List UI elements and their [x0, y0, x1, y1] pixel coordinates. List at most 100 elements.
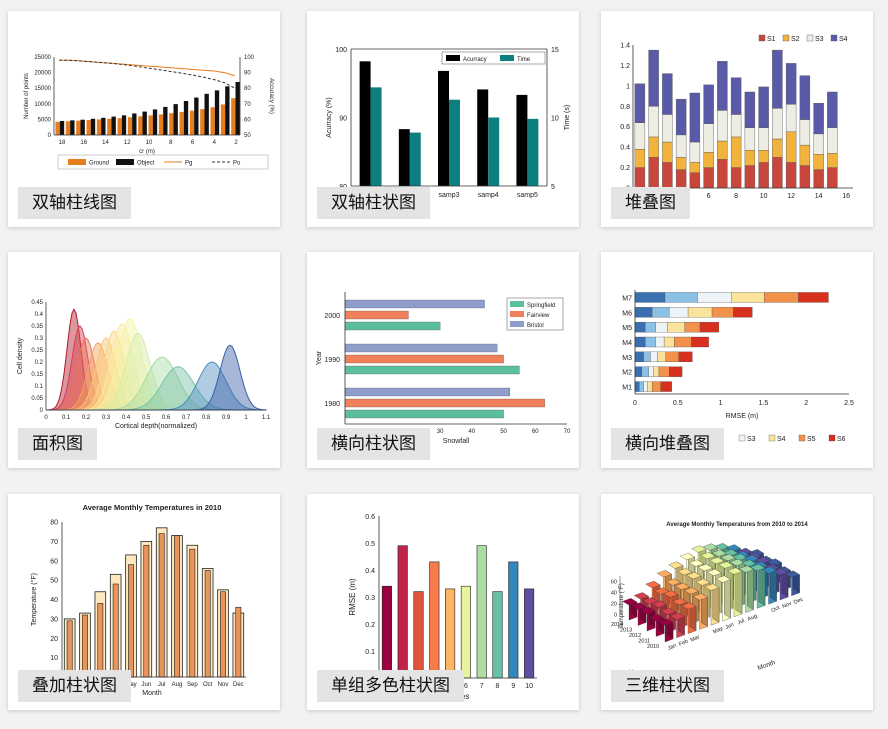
bar-inner: [97, 603, 104, 678]
x-tick: 8: [169, 140, 173, 146]
bar-segment-s2: [717, 140, 728, 160]
bar: [381, 585, 392, 679]
bar-object: [132, 113, 137, 135]
legend-swatch: [500, 55, 514, 61]
x-tick: Jul: [158, 682, 166, 688]
y-axis-label-right: Time (s): [564, 105, 571, 130]
bar3d-top: [681, 602, 697, 610]
x-tick: Oct: [771, 605, 782, 614]
bar-time: [449, 99, 460, 186]
x-tick: 2.5: [844, 400, 854, 407]
x-tick: Dec: [793, 596, 805, 606]
y-tick: M1: [622, 385, 632, 392]
legend-swatch: [738, 434, 746, 442]
bar-segment-s2: [643, 351, 651, 363]
bar-ground: [179, 111, 184, 135]
x-tick: 10: [146, 140, 153, 146]
bar-bristol: [344, 343, 498, 353]
bar-segment-s1: [634, 366, 642, 377]
y-tick: 1.4: [620, 43, 630, 50]
bar: [445, 588, 456, 679]
card-area: 0 0.05 0.1 0.15 0.2 0.25 0.3 0.35 0.4 0.45 0 0.1 0.2…: [8, 252, 280, 468]
y-tick: 60: [50, 558, 58, 565]
y-tick: 0.2: [365, 622, 375, 629]
legend-label: Time: [517, 57, 531, 63]
y-tick-right: 50: [244, 133, 251, 139]
y-tick-right: 90: [244, 71, 251, 77]
legend-label: Springfield: [527, 303, 555, 309]
bar-time: [527, 118, 539, 186]
bar-time: [488, 117, 500, 186]
y-tick-right: 80: [244, 86, 251, 92]
y-tick: 50: [50, 578, 58, 585]
legend-swatch: [510, 301, 524, 307]
bar3d-top: [773, 568, 789, 576]
bar-segment-s3: [662, 114, 673, 143]
bar-inner: [143, 544, 150, 678]
legend-label: Fairview: [527, 313, 550, 319]
bar-segment-s1: [772, 157, 783, 189]
x-tick: Dec: [233, 682, 244, 688]
bar-accuracy: [438, 70, 449, 186]
legend-label: S3: [815, 36, 824, 43]
card-label: 横向柱状图: [317, 428, 430, 460]
bar-segment-s1: [689, 172, 701, 189]
bar-segment-s1: [634, 381, 640, 392]
bar3d-top: [738, 565, 754, 573]
y-tick-left: 25000: [34, 55, 51, 61]
y-tick: 20: [50, 636, 58, 643]
card-label: 三维柱状图: [611, 670, 724, 702]
x-tick: Aug: [172, 682, 183, 688]
bar-object: [194, 97, 199, 135]
bar-segment-s3: [655, 321, 668, 333]
bar-ground: [169, 113, 174, 135]
bar-object: [111, 116, 116, 135]
legend-swatch: [116, 159, 134, 165]
x-axis-label: Month: [142, 690, 162, 697]
bar-segment-s2: [664, 292, 698, 303]
x-tick: samp3: [438, 192, 459, 199]
bar: [413, 591, 424, 679]
card-label: 单组多色柱状图: [317, 670, 464, 702]
bar-segment-s4: [687, 307, 713, 318]
bar-segment-s3: [643, 381, 648, 392]
x-tick: 0.5: [142, 415, 151, 421]
bar3d-side: [747, 565, 754, 610]
bar-segment-s4: [799, 75, 811, 120]
y-tick: M3: [622, 355, 632, 362]
bar-segment-s4: [647, 381, 653, 392]
y-tick: 0: [40, 408, 44, 414]
bar-object: [70, 120, 75, 135]
y-tick: 70: [50, 539, 58, 546]
bar3d-top: [700, 552, 716, 560]
card-stacked-bar: 00.20.40.60.811.21.446810121416S1S2S3S4 …: [601, 11, 873, 227]
x-axis-label: Cortical depth(normalized): [115, 423, 197, 430]
bar-segment-s2: [772, 138, 783, 158]
bar-segment-s3: [827, 127, 838, 154]
card-label: 叠加柱状图: [18, 670, 131, 702]
x-tick: 10: [525, 683, 533, 690]
bar3d-top: [750, 564, 766, 572]
bar3d-top: [683, 587, 699, 595]
x-tick: samp4: [478, 192, 499, 199]
bar-inner: [235, 606, 242, 678]
y-tick: 0.3: [365, 595, 375, 602]
bar-segment-s3: [655, 336, 665, 348]
bar-segment-s1: [634, 351, 644, 363]
y-tick: 80: [50, 520, 58, 527]
bar3d-top: [706, 568, 722, 577]
bar-segment-s4: [675, 98, 687, 136]
bar3d-top: [633, 592, 649, 600]
bar-inner: [66, 620, 73, 678]
y-axis-label: RMSE (m): [348, 578, 357, 616]
bar-segment-s2: [634, 148, 646, 168]
bar-ground: [231, 98, 236, 135]
x-tick: 16: [842, 193, 850, 200]
bar-segment-s2: [689, 162, 701, 173]
bar: [508, 561, 519, 679]
bar-segment-s4: [653, 366, 660, 377]
legend-label: S5: [807, 436, 816, 443]
y-tick: 0.4: [620, 145, 630, 152]
y-tick-left: 0: [48, 133, 52, 139]
